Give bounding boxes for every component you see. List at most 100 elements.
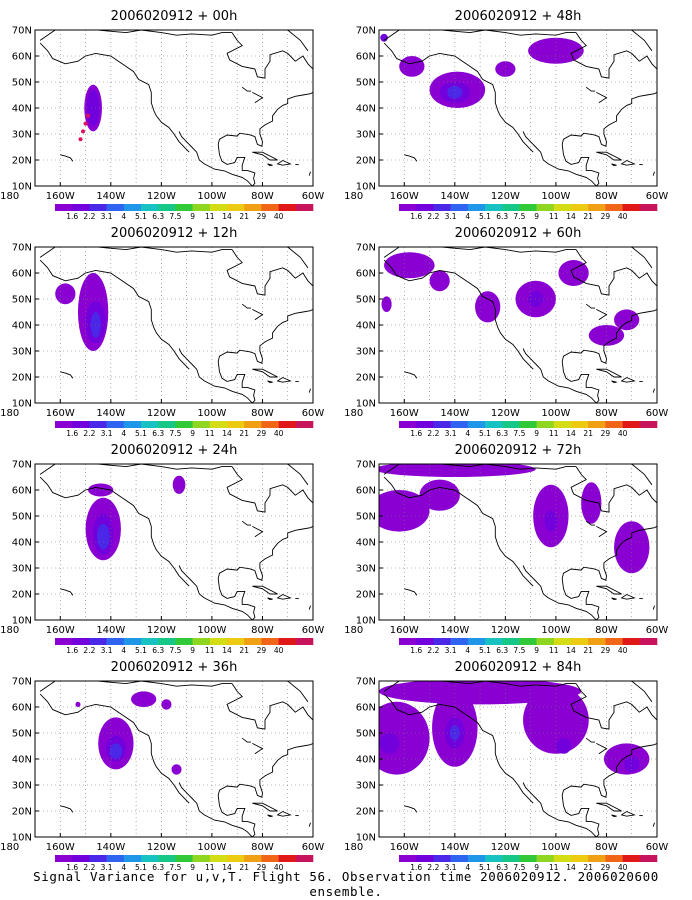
colorbar-label: 4 [465, 429, 470, 438]
y-tick-label: 30N [356, 564, 376, 575]
variance-blob [614, 309, 640, 331]
colorbar-label: 2.2 [427, 863, 439, 872]
coastline [308, 822, 311, 827]
colorbar-swatch [209, 638, 228, 645]
colorbar-label: 3.1 [101, 863, 113, 872]
coastline [110, 681, 233, 687]
colorbar-label: 2.2 [83, 646, 95, 655]
colorbar-label: 40 [618, 646, 628, 655]
x-tick-label: 60W [302, 408, 325, 419]
y-tick-label: 20N [12, 590, 32, 601]
coastline [226, 32, 313, 79]
variance-blob [161, 699, 172, 710]
coastline [596, 525, 608, 538]
coastline [570, 683, 657, 730]
y-tick-label: 40N [12, 321, 32, 332]
y-tick-label: 20N [356, 373, 376, 384]
colorbar-label: 1.6 [410, 863, 422, 872]
colorbar-swatch [55, 638, 73, 645]
map-panel-right-2: 2006020912 + 60h 10N 20N 30N 40N 50N 60N 70N 180… [344, 226, 668, 438]
y-tick-label: 50N [12, 729, 32, 740]
panel-title: 2006020912 + 72h [455, 443, 582, 458]
y-tick-label: 40N [356, 538, 376, 549]
coastline [652, 171, 655, 176]
coastline [620, 811, 636, 817]
figure-caption: Signal Variance for u,v,T. Flight 56. Ob… [33, 869, 659, 899]
colorbar-label: 4 [465, 212, 470, 221]
panel-title: 2006020912 + 84h [455, 660, 582, 675]
variance-blob [419, 479, 460, 511]
colorbar-label: 3.1 [101, 429, 113, 438]
observation-point [83, 121, 88, 126]
colorbar-swatch [244, 421, 262, 428]
coastline [383, 42, 534, 153]
y-tick-label: 70N [356, 26, 376, 37]
variance-blob [447, 85, 463, 99]
variance-blob [380, 33, 388, 42]
colorbar-label: 14 [222, 429, 232, 438]
colorbar-label: 1.6 [410, 646, 422, 655]
colorbar-label: 5.1 [479, 863, 491, 872]
colorbar-swatch [536, 421, 555, 428]
colorbar-swatch [485, 204, 503, 211]
colorbar-swatch [89, 421, 107, 428]
coastline [39, 681, 111, 692]
colorbar-swatch [106, 421, 125, 428]
x-tick-label: 100W [541, 625, 570, 636]
colorbar-swatch [588, 855, 606, 862]
colorbar-swatch [467, 638, 486, 645]
colorbar-label: 5.1 [135, 429, 147, 438]
coastline [611, 380, 617, 384]
coastline [596, 91, 608, 104]
x-tick-label: 80W [595, 842, 618, 853]
colorbar-label: 40 [274, 646, 284, 655]
colorbar-label: 4 [465, 863, 470, 872]
coastline [522, 565, 597, 620]
colorbar-label: 21 [583, 863, 593, 872]
x-tick-label: 60W [302, 625, 325, 636]
colorbar-swatch [175, 638, 193, 645]
colorbar-swatch [261, 638, 279, 645]
colorbar-label: 40 [274, 212, 284, 221]
coastline [217, 92, 313, 186]
x-tick-label: 80W [251, 191, 274, 202]
coastline [596, 308, 608, 321]
colorbar-swatch [467, 204, 486, 211]
coastline [252, 91, 264, 104]
coastline [404, 154, 418, 162]
y-tick-label: 30N [356, 130, 376, 141]
colorbar-label: 40 [274, 429, 284, 438]
x-tick-label: 80W [251, 842, 274, 853]
colorbar-label: 7.5 [513, 646, 525, 655]
coastline [404, 588, 418, 596]
y-tick-label: 40N [12, 104, 32, 115]
y-tick-label: 70N [12, 677, 32, 688]
x-tick-label: 60W [302, 191, 325, 202]
colorbar-label: 5.1 [479, 646, 491, 655]
colorbar-label: 1.6 [410, 212, 422, 221]
colorbar-swatch [467, 855, 486, 862]
colorbar-label: 14 [222, 863, 232, 872]
coastline [404, 371, 418, 379]
y-tick-label: 40N [12, 755, 32, 766]
colorbar-swatch [227, 855, 245, 862]
colorbar-swatch [89, 638, 107, 645]
coastline [110, 247, 233, 253]
colorbar-swatch [416, 855, 434, 862]
x-tick-label: 120W [491, 625, 520, 636]
variance-blob [495, 61, 516, 77]
colorbar-swatch [278, 855, 297, 862]
coastline [570, 466, 657, 513]
colorbar-swatch [450, 204, 469, 211]
coastline [585, 303, 596, 309]
x-tick-label: 60W [646, 625, 669, 636]
coastline [276, 160, 292, 166]
colorbar-label: 4 [121, 863, 126, 872]
colorbar-label: 1.6 [66, 429, 78, 438]
x-tick-label: 120W [491, 191, 520, 202]
coastline [630, 247, 653, 269]
colorbar-swatch [399, 204, 417, 211]
colorbar-swatch [209, 204, 228, 211]
x-tick-label: 140W [440, 625, 469, 636]
colorbar-swatch [175, 421, 193, 428]
